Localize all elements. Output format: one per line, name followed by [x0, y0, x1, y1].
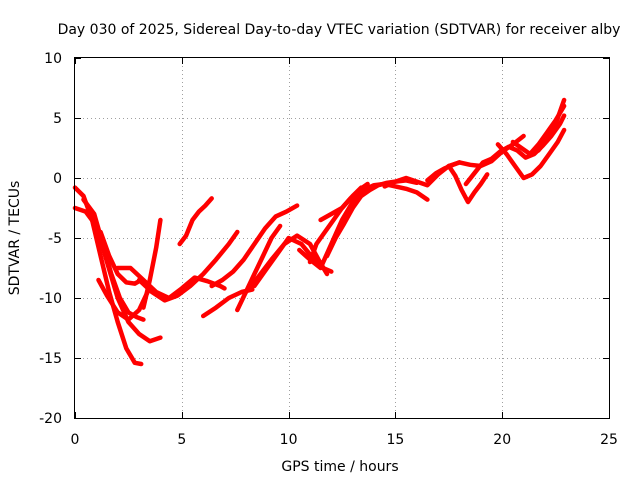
y-tick-label: 10	[44, 51, 62, 67]
x-tick-label: 25	[600, 432, 618, 448]
series-line-arc-23	[495, 127, 567, 181]
label-layer: 0 5 10 15 20 25 -20 -15 -10 -5 0 5 10	[39, 51, 618, 448]
series-line-arc-25	[527, 103, 567, 157]
tick-layer	[75, 58, 610, 419]
series-line-arc-21	[446, 163, 490, 205]
y-axis-title: SDTVAR / TECUs	[7, 181, 23, 296]
x-tick-label: 20	[493, 432, 511, 448]
y-tick-label: 0	[53, 171, 62, 187]
series-line-arc-20	[425, 160, 462, 183]
chart-title: Day 030 of 2025, Sidereal Day-to-day VTE…	[58, 22, 621, 38]
x-tick-label: 10	[280, 432, 298, 448]
series-line-arc-12	[209, 203, 300, 289]
x-tick-label: 5	[177, 432, 186, 448]
series-layer	[72, 97, 567, 367]
x-axis-title: GPS time / hours	[281, 459, 398, 475]
y-tick-label: -15	[39, 351, 62, 367]
series-line-arc-18	[318, 185, 364, 223]
series-line-arc-16	[297, 181, 430, 271]
series-line-arc-8	[136, 229, 240, 303]
series-line-arc-4	[96, 277, 150, 322]
x-tick-label: 15	[386, 432, 404, 448]
series-line-arc-9	[177, 196, 214, 247]
series-line-arc-6	[141, 217, 163, 310]
plot-frame	[74, 57, 610, 419]
x-tick-label: 0	[71, 432, 80, 448]
series-line-arc-5	[98, 229, 142, 286]
y-tick-label: -10	[39, 291, 62, 307]
series-line-arc-11	[235, 223, 283, 313]
y-tick-label: 5	[53, 111, 62, 127]
series-line-arc-3	[81, 197, 146, 322]
y-tick-label: -5	[48, 231, 62, 247]
grid-layer	[75, 58, 609, 418]
y-tick-label: -20	[39, 411, 62, 427]
